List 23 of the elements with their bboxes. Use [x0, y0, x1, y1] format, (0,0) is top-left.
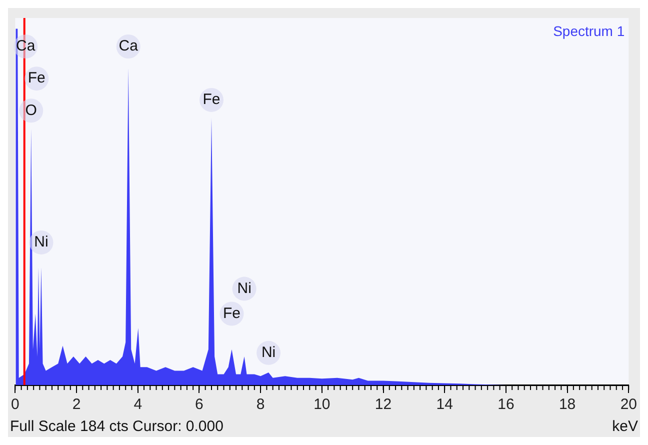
- annotation: Ca: [118, 38, 139, 55]
- x-tick-label: 4: [134, 396, 142, 414]
- x-tick-label: 0: [11, 396, 20, 414]
- x-tick-label: 8: [256, 396, 265, 414]
- text: Spectrum 1: [553, 23, 625, 39]
- annotation: Fe: [222, 304, 240, 322]
- annotation: Fe: [202, 91, 220, 108]
- x-tick-label: 18: [558, 396, 576, 414]
- text: Full Scale 184 cts Cursor: 0.000: [10, 418, 224, 435]
- x-tick-label: 20: [620, 396, 637, 414]
- x-tick-label: 16: [498, 396, 514, 414]
- x-tick-label: 12: [374, 396, 392, 414]
- x-axis-title: keV: [612, 418, 638, 435]
- x-tick-label: 6: [195, 396, 204, 414]
- annotation: Ni: [237, 280, 252, 297]
- annotation: Ca: [16, 38, 36, 55]
- annotation: Fe: [28, 70, 46, 87]
- x-tick-label: 2: [72, 396, 81, 414]
- annotation: Ni: [261, 344, 276, 362]
- annotation: Ni: [34, 234, 48, 251]
- annotation: O: [25, 102, 37, 119]
- x-tick-label: 14: [436, 396, 453, 414]
- x-tick-label: 10: [314, 396, 330, 414]
